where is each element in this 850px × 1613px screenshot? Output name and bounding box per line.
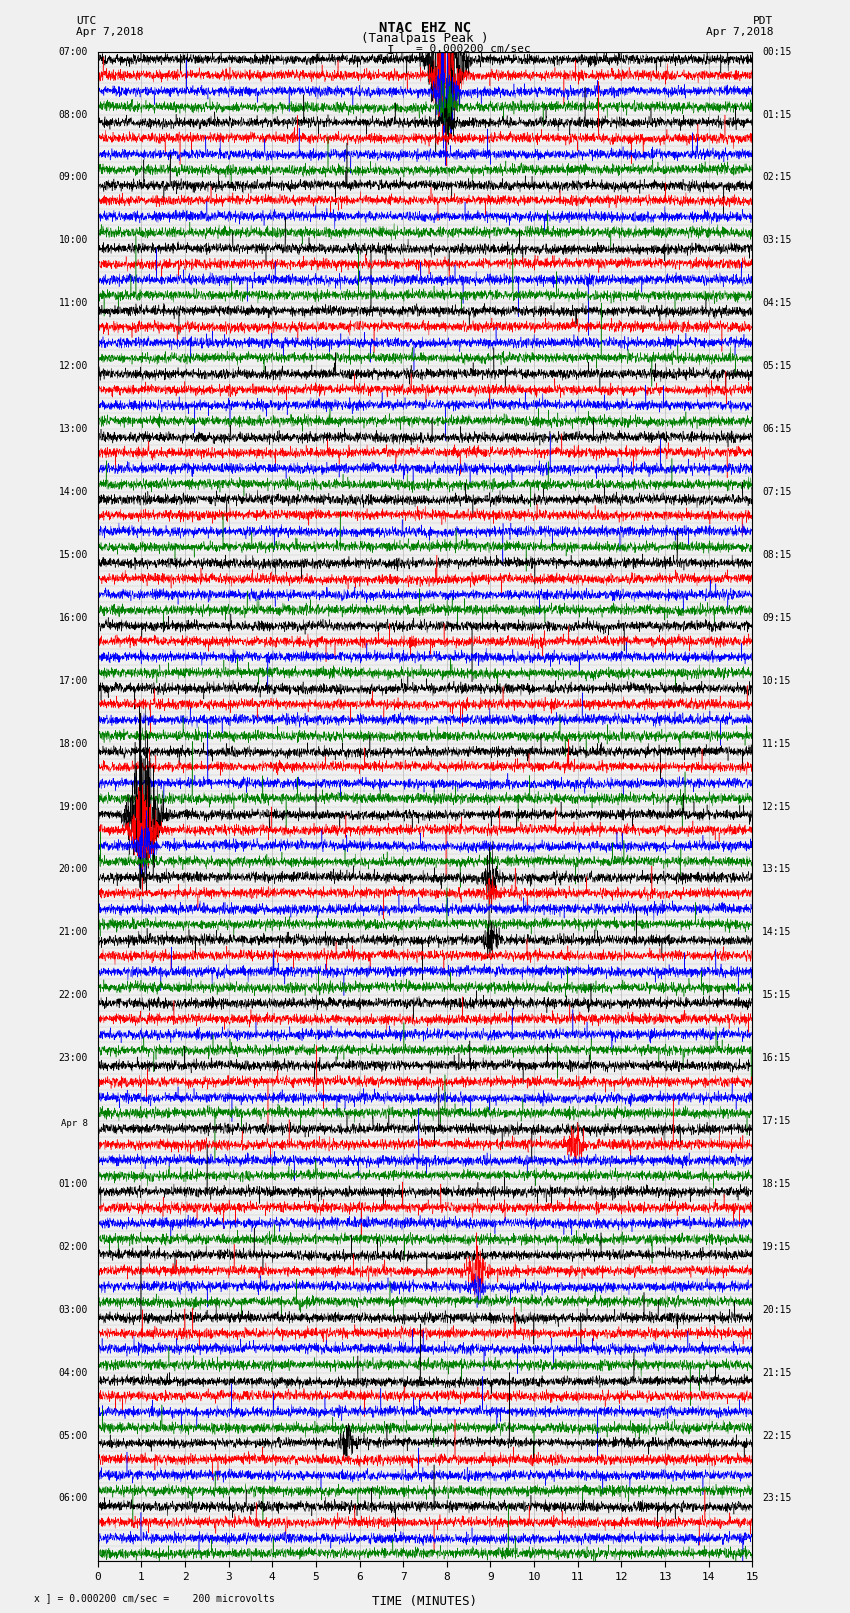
Text: 09:15: 09:15 (762, 613, 791, 623)
Text: 15:00: 15:00 (59, 550, 88, 560)
Text: 21:15: 21:15 (762, 1368, 791, 1378)
Text: 10:00: 10:00 (59, 235, 88, 245)
Text: 03:15: 03:15 (762, 235, 791, 245)
Text: 09:00: 09:00 (59, 173, 88, 182)
Text: NTAC EHZ NC: NTAC EHZ NC (379, 21, 471, 35)
Text: (Tanalpais Peak ): (Tanalpais Peak ) (361, 32, 489, 45)
Text: 17:00: 17:00 (59, 676, 88, 686)
Text: 01:15: 01:15 (762, 110, 791, 119)
Text: 17:15: 17:15 (762, 1116, 791, 1126)
Text: 16:15: 16:15 (762, 1053, 791, 1063)
Text: 11:00: 11:00 (59, 298, 88, 308)
Text: 04:00: 04:00 (59, 1368, 88, 1378)
Text: 21:00: 21:00 (59, 927, 88, 937)
Text: Apr 7,2018: Apr 7,2018 (706, 27, 774, 37)
Text: 07:00: 07:00 (59, 47, 88, 56)
Text: 07:15: 07:15 (762, 487, 791, 497)
Text: 11:15: 11:15 (762, 739, 791, 748)
Text: 03:00: 03:00 (59, 1305, 88, 1315)
Text: 23:15: 23:15 (762, 1494, 791, 1503)
Text: 08:15: 08:15 (762, 550, 791, 560)
Text: 02:00: 02:00 (59, 1242, 88, 1252)
Text: x ] = 0.000200 cm/sec =    200 microvolts: x ] = 0.000200 cm/sec = 200 microvolts (34, 1594, 275, 1603)
Text: 00:15: 00:15 (762, 47, 791, 56)
Text: 23:00: 23:00 (59, 1053, 88, 1063)
Text: 18:15: 18:15 (762, 1179, 791, 1189)
Text: 15:15: 15:15 (762, 990, 791, 1000)
Text: 16:00: 16:00 (59, 613, 88, 623)
Text: 13:00: 13:00 (59, 424, 88, 434)
Text: 06:15: 06:15 (762, 424, 791, 434)
Text: 12:15: 12:15 (762, 802, 791, 811)
Text: 02:15: 02:15 (762, 173, 791, 182)
Text: Apr 7,2018: Apr 7,2018 (76, 27, 144, 37)
Text: Apr 8: Apr 8 (61, 1119, 88, 1129)
Text: 13:15: 13:15 (762, 865, 791, 874)
Text: 22:00: 22:00 (59, 990, 88, 1000)
Text: 18:00: 18:00 (59, 739, 88, 748)
Text: 20:15: 20:15 (762, 1305, 791, 1315)
Text: 10:15: 10:15 (762, 676, 791, 686)
Text: I: I (388, 44, 394, 56)
X-axis label: TIME (MINUTES): TIME (MINUTES) (372, 1595, 478, 1608)
Text: 14:15: 14:15 (762, 927, 791, 937)
Text: 05:00: 05:00 (59, 1431, 88, 1440)
Text: 06:00: 06:00 (59, 1494, 88, 1503)
Text: UTC: UTC (76, 16, 97, 26)
Text: 20:00: 20:00 (59, 865, 88, 874)
Text: PDT: PDT (753, 16, 774, 26)
Text: 01:00: 01:00 (59, 1179, 88, 1189)
Text: = 0.000200 cm/sec: = 0.000200 cm/sec (416, 44, 531, 53)
Text: 04:15: 04:15 (762, 298, 791, 308)
Text: 19:15: 19:15 (762, 1242, 791, 1252)
Text: 08:00: 08:00 (59, 110, 88, 119)
Text: 19:00: 19:00 (59, 802, 88, 811)
Text: 05:15: 05:15 (762, 361, 791, 371)
Text: 22:15: 22:15 (762, 1431, 791, 1440)
Text: 12:00: 12:00 (59, 361, 88, 371)
Text: 14:00: 14:00 (59, 487, 88, 497)
